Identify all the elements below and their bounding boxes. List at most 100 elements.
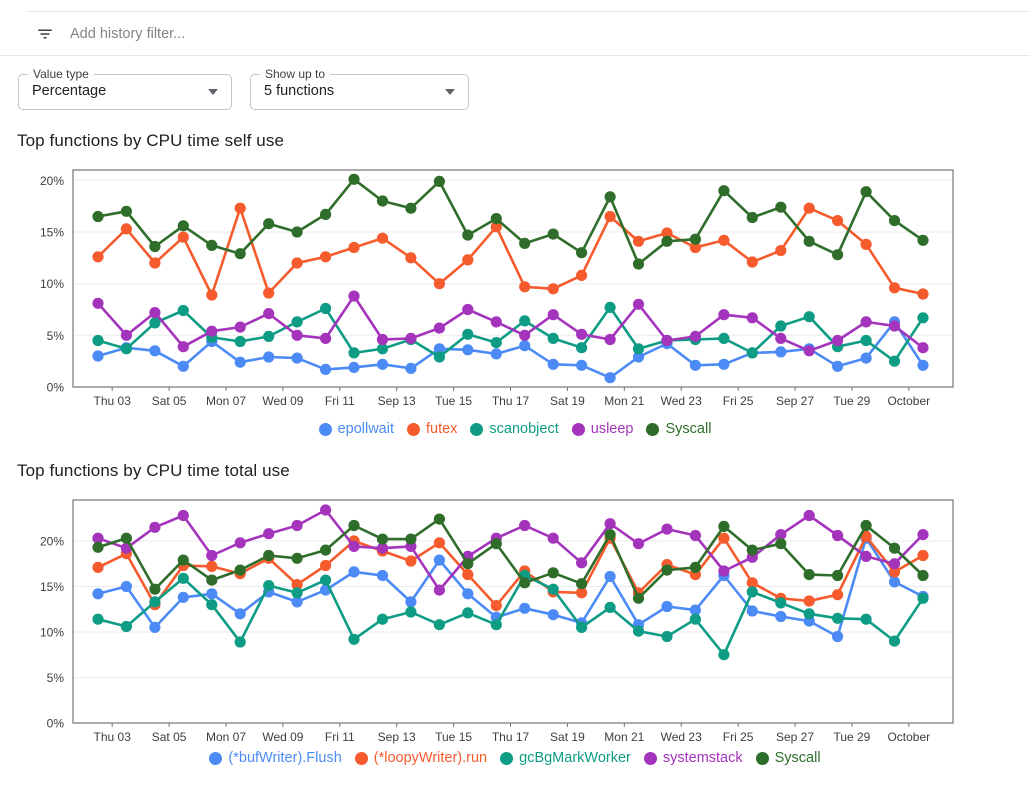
legend-item-epollwait[interactable]: epollwait — [318, 421, 394, 437]
data-point — [746, 605, 758, 617]
series-Syscall[interactable] — [92, 173, 929, 270]
data-point — [917, 529, 929, 541]
series-gcBgMarkWorker[interactable] — [92, 569, 929, 661]
data-point — [689, 233, 702, 245]
data-point — [433, 554, 445, 566]
data-point — [462, 588, 474, 600]
cpu-self-use-chart[interactable]: 0% 5% 10% 15% 20% Thu 03 Sat 05 Mon 07 Wed 09 Fri… — [0, 160, 1030, 418]
data-point — [718, 565, 730, 577]
data-point — [320, 332, 332, 344]
x-tick-label: Sep 13 — [378, 394, 416, 408]
legend-item-syscall[interactable]: Syscall — [755, 750, 821, 766]
data-point — [92, 350, 104, 362]
legend-label: epollwait — [337, 421, 394, 437]
data-point — [803, 345, 815, 357]
data-point — [746, 211, 758, 224]
data-point — [746, 577, 758, 589]
data-point — [206, 289, 218, 301]
data-point — [775, 332, 787, 344]
data-point — [689, 330, 702, 342]
data-point — [149, 596, 161, 608]
legend-item--loopywriter-run[interactable]: (*loopyWriter).run — [354, 750, 487, 766]
series-epollwait[interactable] — [92, 316, 929, 384]
x-tick-label: Tue 15 — [435, 394, 472, 408]
data-point — [832, 249, 844, 261]
legend-label: usleep — [590, 421, 634, 437]
legend-item-gcbgmarkworker[interactable]: gcBgMarkWorker — [500, 750, 631, 766]
data-point — [775, 538, 787, 550]
data-point — [604, 301, 616, 313]
data-point — [320, 504, 332, 516]
data-point — [120, 343, 132, 355]
data-point — [803, 608, 815, 620]
data-point — [462, 344, 474, 356]
y-tick-label: 20% — [40, 535, 64, 549]
data-point — [462, 229, 474, 241]
series-futex[interactable] — [92, 202, 929, 301]
data-point — [832, 334, 844, 347]
legend-swatch — [209, 751, 223, 765]
data-point — [234, 321, 246, 333]
data-point — [519, 577, 531, 589]
data-point — [348, 361, 360, 373]
value-type-select[interactable]: Value type Percentage — [18, 67, 232, 110]
data-point — [547, 583, 559, 595]
filter-divider — [0, 55, 1030, 56]
data-point — [604, 570, 616, 583]
data-point — [177, 572, 189, 584]
data-point — [832, 569, 844, 582]
chart-title-total-use: Top functions by CPU time total use — [17, 461, 290, 480]
data-point — [604, 191, 616, 203]
series-usleep[interactable] — [92, 290, 929, 357]
data-point — [462, 607, 474, 619]
data-point — [149, 307, 161, 319]
series-scanobject[interactable] — [92, 301, 929, 367]
data-point — [888, 558, 901, 570]
legend-item-syscall[interactable]: Syscall — [646, 421, 711, 437]
value-type-select-label: Value type — [28, 67, 94, 81]
cpu-total-use-chart[interactable]: 0% 5% 10% 15% 20% Thu 03 Sat 05 Mon 07 Wed 09 Fri… — [0, 488, 1030, 750]
data-point — [632, 235, 645, 247]
x-tick-label: Fri 25 — [723, 394, 754, 408]
series-(*bufWriter).Flush[interactable] — [92, 532, 929, 643]
legend-label: gcBgMarkWorker — [519, 750, 631, 766]
legend-item-systemstack[interactable]: systemstack — [643, 750, 743, 766]
show-up-to-select[interactable]: Show up to 5 functions — [250, 67, 469, 110]
legend-item-scanobject[interactable]: scanobject — [470, 421, 559, 437]
data-point — [661, 523, 673, 535]
data-point — [376, 569, 389, 582]
data-point — [206, 599, 218, 611]
data-point — [177, 554, 189, 566]
data-point — [405, 596, 417, 608]
data-point — [632, 625, 645, 637]
series-Syscall[interactable] — [92, 513, 929, 604]
x-tick-label: Wed 09 — [262, 730, 303, 744]
x-tick-label: Wed 09 — [262, 394, 303, 408]
legend-item-futex[interactable]: futex — [406, 421, 457, 437]
data-point — [632, 343, 645, 355]
data-point — [576, 587, 588, 599]
data-point — [462, 254, 474, 266]
legend-swatch — [755, 751, 769, 765]
data-point — [462, 569, 474, 581]
data-point — [320, 574, 332, 586]
series-systemstack[interactable] — [92, 504, 929, 596]
x-tick-label: Thu 17 — [492, 394, 530, 408]
x-tick-label: Tue 29 — [833, 730, 870, 744]
data-point — [576, 247, 588, 259]
data-point — [291, 579, 303, 591]
y-tick-label: 15% — [40, 580, 64, 594]
data-point — [860, 186, 872, 198]
data-point — [803, 509, 815, 522]
data-point — [888, 576, 901, 588]
data-point — [689, 613, 702, 625]
legend-item-usleep[interactable]: usleep — [571, 421, 634, 437]
data-point — [405, 332, 417, 344]
data-point — [490, 348, 502, 360]
legend-item--bufwriter-flush[interactable]: (*bufWriter).Flush — [209, 750, 342, 766]
legend-swatch — [643, 751, 657, 765]
data-point — [689, 561, 702, 573]
history-filter-bar[interactable]: Add history filter... — [36, 20, 185, 48]
history-filter-input[interactable]: Add history filter... — [70, 26, 186, 42]
data-point — [519, 519, 531, 532]
